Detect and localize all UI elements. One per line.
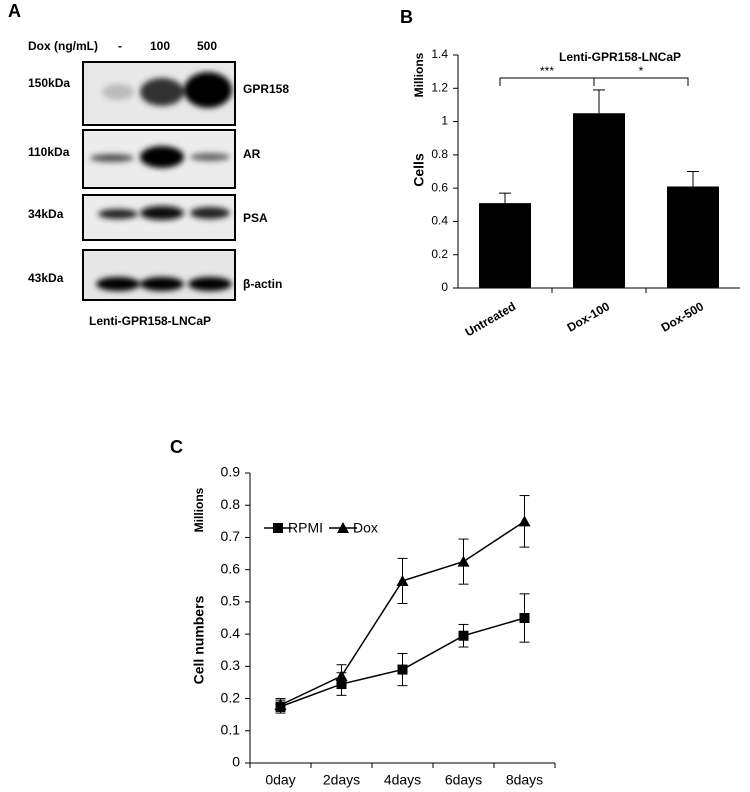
y-unit: Millions <box>192 487 206 532</box>
blot-box <box>82 249 236 301</box>
y-tick-label: 1.4 <box>431 47 448 61</box>
marker <box>518 515 531 527</box>
y-unit: Millions <box>412 52 426 97</box>
dose: 500 <box>197 39 217 53</box>
y-tick-label: 0.6 <box>221 560 241 576</box>
bar <box>573 113 625 288</box>
significance-bracket <box>593 77 689 86</box>
dose-label: Dox (ng/mL) <box>28 39 98 53</box>
protein-label: AR <box>243 147 261 161</box>
size-label: 110kDa <box>28 145 70 159</box>
size-label: 34kDa <box>28 207 64 221</box>
blot-caption: Lenti-GPR158-LNCaP <box>89 314 211 328</box>
y-tick-label: 0.7 <box>221 528 241 544</box>
marker <box>335 670 348 681</box>
bar <box>667 186 719 288</box>
x-tick-label: Dox-500 <box>659 299 707 335</box>
y-tick-label: 0.9 <box>221 464 241 480</box>
x-tick-label: 8days <box>506 772 543 788</box>
marker <box>274 699 287 710</box>
y-tick-label: 0.2 <box>221 689 241 705</box>
x-tick-label: Dox-100 <box>565 299 613 335</box>
marker <box>458 630 469 641</box>
protein-label: β-actin <box>243 277 282 291</box>
panel-label: B <box>400 7 413 27</box>
significance-label: * <box>639 64 644 78</box>
size-label: 150kDa <box>28 76 70 90</box>
y-tick-label: 1 <box>441 114 448 128</box>
bands <box>90 72 232 291</box>
legend-label: RPMI <box>288 520 323 536</box>
legend-label: Dox <box>353 520 378 536</box>
marker <box>457 555 470 567</box>
y-tick-label: 0.4 <box>431 214 448 228</box>
y-axis-label: Cells <box>411 153 427 187</box>
y-tick-label: 0.8 <box>431 147 448 161</box>
chart-title: Lenti-GPR158-LNCaP <box>559 50 681 64</box>
protein-label: GPR158 <box>243 82 289 96</box>
dose: - <box>118 39 122 53</box>
y-tick-label: 0 <box>441 280 448 294</box>
significance-label: *** <box>540 64 554 78</box>
y-tick-label: 1.2 <box>431 80 448 94</box>
x-tick-label: Untreated <box>463 299 519 339</box>
size-label: 43kDa <box>28 271 64 285</box>
y-tick-label: 0.8 <box>221 496 241 512</box>
marker <box>396 574 409 586</box>
y-tick-label: 0.3 <box>221 657 241 673</box>
marker <box>519 613 530 623</box>
panel-label: C <box>170 437 183 457</box>
y-tick-label: 0 <box>232 754 240 770</box>
y-axis-label: Cell numbers <box>191 595 207 684</box>
x-tick-label: 0day <box>265 772 295 788</box>
x-tick-label: 6days <box>445 772 482 788</box>
bar <box>479 203 531 288</box>
legend-marker <box>273 523 283 533</box>
y-tick-label: 0.2 <box>431 247 448 261</box>
blot-panel: A Dox (ng/mL) - 100 500 150kDa GPR158 11… <box>8 1 289 328</box>
panel-label: A <box>8 1 21 21</box>
marker <box>397 664 408 675</box>
protein-label: PSA <box>243 211 268 225</box>
y-tick-label: 0.1 <box>221 721 241 737</box>
dose: 100 <box>150 39 170 53</box>
significance-bracket <box>499 77 595 86</box>
x-tick-label: 2days <box>323 772 360 788</box>
y-tick-label: 0.6 <box>431 180 448 194</box>
x-tick-label: 4days <box>384 772 421 788</box>
y-tick-label: 0.4 <box>221 625 241 641</box>
y-tick-label: 0.5 <box>221 593 241 609</box>
legend-marker <box>337 522 349 533</box>
